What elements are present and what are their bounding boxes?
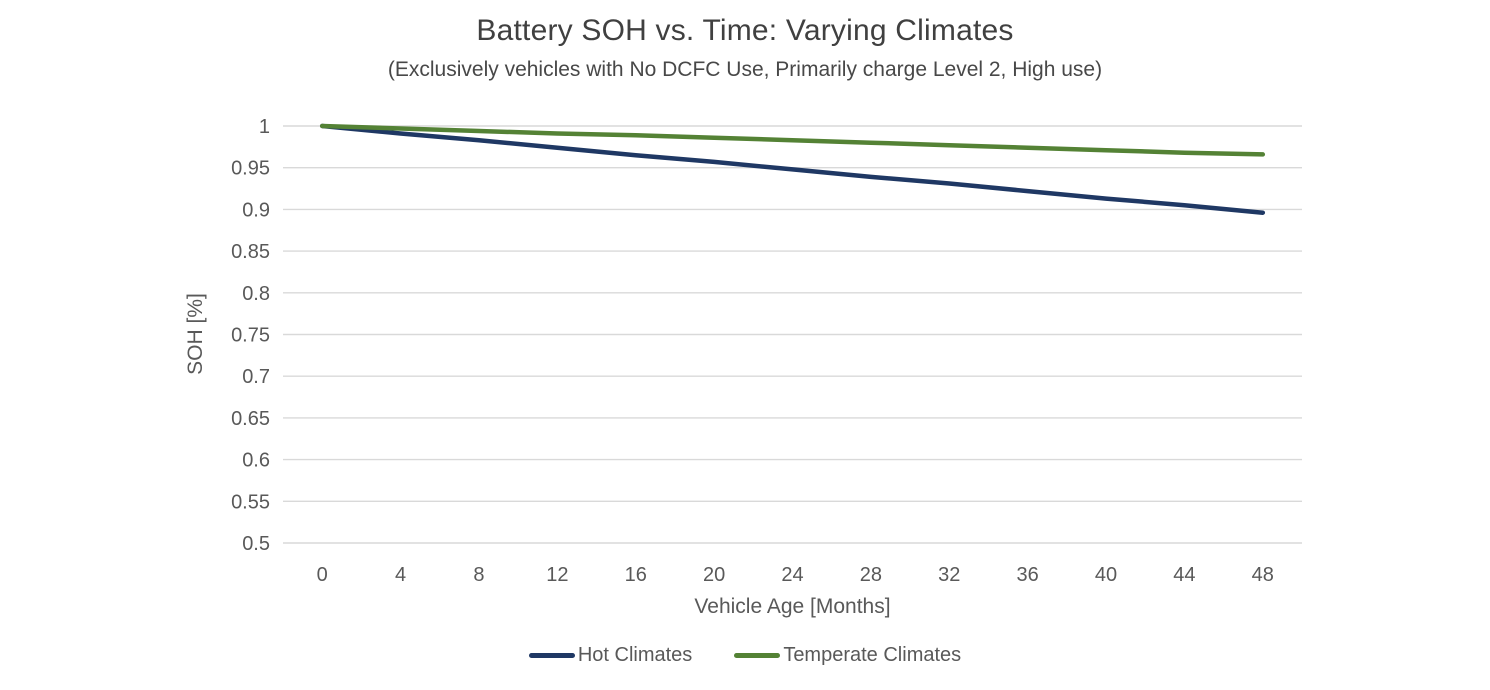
x-tick-label: 20 [703,564,725,586]
x-tick-label: 8 [473,564,484,586]
y-tick-label: 0.7 [242,366,270,388]
x-axis-title: Vehicle Age [Months] [694,595,891,618]
y-tick-label: 0.5 [242,533,270,555]
legend-item-temperate-climates: Temperate Climates [734,644,961,667]
chart-subtitle: (Exclusively vehicles with No DCFC Use, … [387,58,1103,81]
y-tick-label: 0.95 [231,158,270,180]
y-tick-label: 0.55 [231,491,270,513]
x-tick-label: 36 [1017,564,1039,586]
y-axis-title: SOH [%] [184,293,207,375]
x-tick-label: 48 [1252,564,1274,586]
y-tick-label: 0.8 [242,283,270,305]
x-tick-label: 40 [1095,564,1117,586]
legend-label: Temperate Climates [783,644,962,666]
x-tick-label: 0 [317,564,328,586]
legend-item-hot-climates: Hot Climates [528,644,693,667]
x-tick-label: 24 [781,564,803,586]
y-tick-label: 0.6 [242,450,270,472]
legend-label: Hot Climates [577,644,693,666]
y-tick-label: 0.75 [231,325,270,347]
x-tick-label: 28 [860,564,882,586]
x-tick-label: 16 [625,564,647,586]
series-line-hot-climates [319,123,1266,215]
y-tick-label: 0.9 [242,199,270,221]
x-tick-label: 44 [1173,564,1195,586]
legend-line-swatch [528,653,575,658]
legend: Hot Climates Temperate Climates [0,644,1490,667]
series-line-temperate-climates [319,123,1266,157]
x-tick-label: 12 [546,564,568,586]
y-tick-label: 1 [259,116,270,138]
y-tick-label: 0.85 [231,241,270,263]
y-tick-label: 0.65 [231,408,270,430]
x-tick-label: 32 [938,564,960,586]
x-tick-label: 4 [395,564,406,586]
chart-title: Battery SOH vs. Time: Varying Climates [476,14,1014,47]
legend-line-swatch [734,653,781,658]
